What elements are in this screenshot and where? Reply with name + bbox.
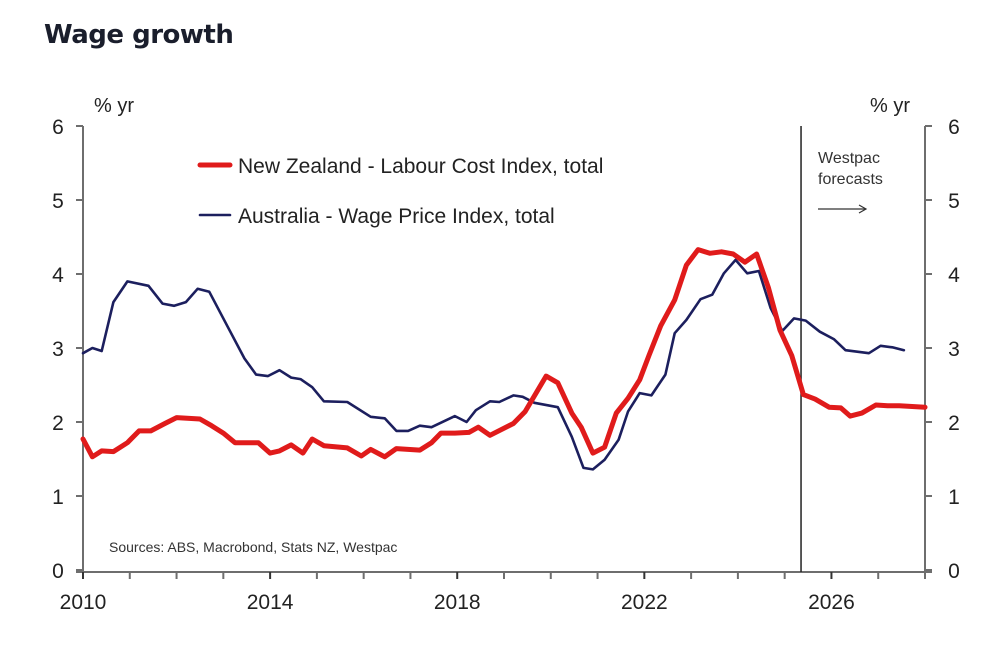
x-tick-label: 2014 (247, 591, 294, 614)
chart-title: Wage growth (44, 20, 234, 50)
y-tick-label-left: 4 (52, 264, 64, 287)
series-line-new-zealand (80, 247, 928, 460)
legend-label: New Zealand - Labour Cost Index, total (238, 155, 603, 178)
y-axis-label-left: % yr (94, 95, 134, 117)
series-line-australia (81, 258, 906, 471)
forecast-arrowhead-icon (858, 204, 868, 214)
y-tick-label-right: 2 (948, 412, 960, 435)
x-tick-label: 2010 (60, 591, 107, 614)
y-tick-label-left: 1 (52, 486, 64, 509)
y-tick-label-right: 5 (948, 190, 960, 213)
y-tick-label-right: 0 (948, 560, 960, 583)
series-lines (80, 247, 928, 471)
forecast-annotation-line1: Westpac (818, 150, 880, 167)
x-tick-label: 2022 (621, 591, 668, 614)
y-tick-label-right: 4 (948, 264, 960, 287)
y-tick-label-left: 0 (52, 560, 64, 583)
source-note: Sources: ABS, Macrobond, Stats NZ, Westp… (109, 539, 397, 555)
y-tick-label-right: 3 (948, 338, 960, 361)
axes: 0 0 1 1 2 2 3 3 4 4 5 5 6 6 2010 2014 2018 2022 2026 (52, 116, 960, 614)
y-axis-label-right: % yr (870, 95, 910, 117)
y-tick-label-left: 2 (52, 412, 64, 435)
forecast-marker (800, 126, 868, 572)
y-tick-label-right: 1 (948, 486, 960, 509)
legend: New Zealand - Labour Cost Index, total Au… (197, 155, 603, 228)
y-tick-label-left: 3 (52, 338, 64, 361)
x-tick-label: 2026 (808, 591, 855, 614)
forecast-annotation-line2: forecasts (818, 171, 883, 188)
y-tick-label-left: 6 (52, 116, 64, 139)
y-tick-label-right: 6 (948, 116, 960, 139)
x-tick-label: 2018 (434, 591, 481, 614)
legend-label: Australia - Wage Price Index, total (238, 205, 555, 228)
y-tick-label-left: 5 (52, 190, 64, 213)
